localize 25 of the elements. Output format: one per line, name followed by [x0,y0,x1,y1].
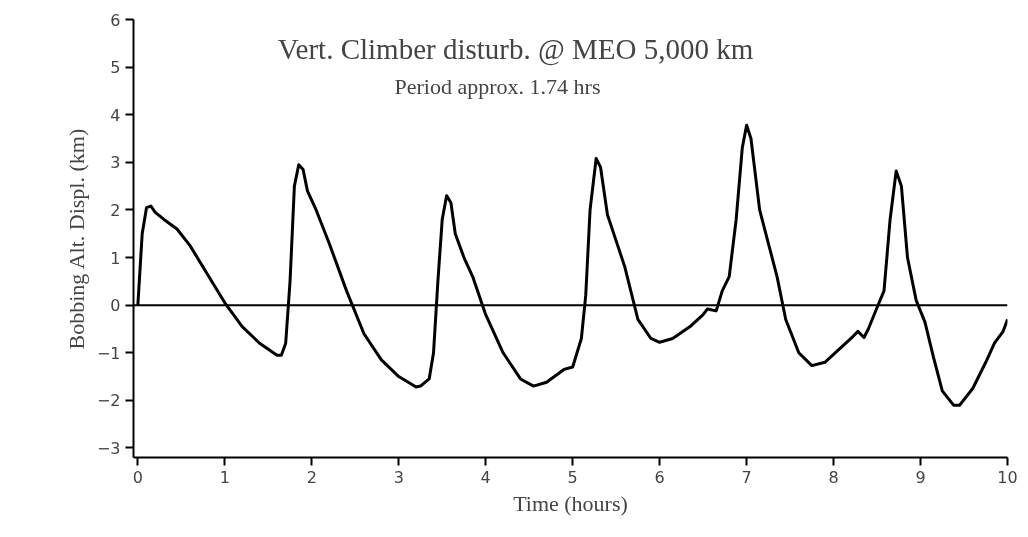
x-tick-label: 7 [741,467,752,487]
x-tick-label: 3 [393,467,404,487]
x-tick-label: 8 [828,467,839,487]
y-tick-label: 5 [110,58,121,78]
x-tick-label: 2 [306,467,317,487]
x-tick-label: 6 [654,467,665,487]
y-tick-label: −1 [96,343,121,363]
x-tick-label: 9 [915,467,926,487]
x-tick-label: 4 [480,467,491,487]
x-tick-label: 5 [567,467,578,487]
y-tick-label: 2 [110,200,121,220]
y-tick-label: −2 [96,391,121,411]
y-tick-label: 6 [110,10,121,30]
y-tick-label: 0 [110,296,121,316]
x-axis-title: Time (hours) [513,490,628,516]
text: Period approx. 1.74 hrs [394,74,601,99]
chart-title: Vert. Climber disturb. @ MEO 5,000 km [277,32,754,66]
y-tick-label: 1 [110,248,121,268]
x-tick-label: 0 [132,467,143,487]
y-tick-label: 3 [110,153,121,173]
y-axis-title: Bobbing Alt. Displ. (km) [63,128,89,350]
y-tick-label: −3 [96,438,121,458]
x-tick-label: 1 [219,467,230,487]
x-tick-label: 10 [997,467,1018,487]
y-tick-label: 4 [110,105,121,125]
